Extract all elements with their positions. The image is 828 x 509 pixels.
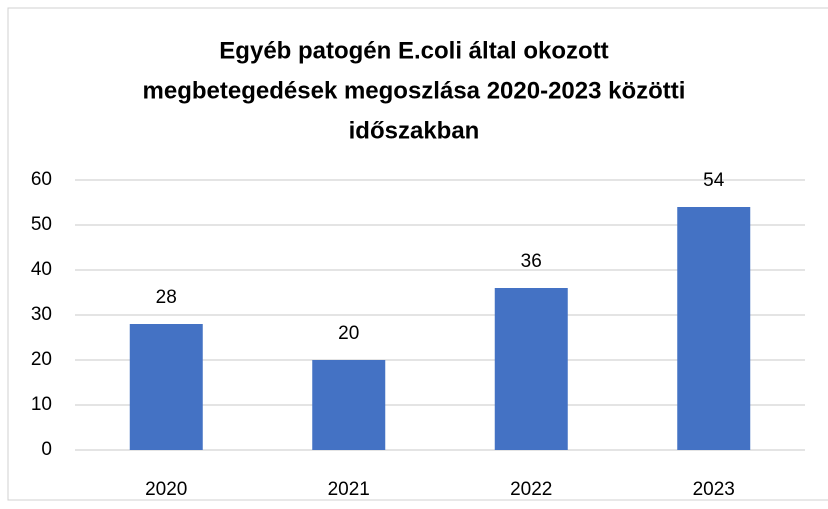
- chart-title: megbetegedések megoszlása 2020-2023 közö…: [143, 77, 686, 104]
- chart-border: [7, 7, 828, 501]
- y-tick-label: 60: [31, 169, 52, 190]
- y-tick-label: 10: [31, 394, 52, 415]
- x-tick-label: 2022: [510, 479, 552, 500]
- y-tick-label: 50: [31, 214, 52, 235]
- bar: [129, 324, 203, 450]
- data-label: 28: [156, 287, 177, 308]
- chart-title: Egyéb patogén E.coli által okozott: [219, 37, 608, 64]
- bar: [677, 207, 751, 450]
- y-tick-label: 30: [31, 304, 52, 325]
- data-label: 36: [521, 251, 542, 272]
- data-label: 20: [338, 323, 359, 344]
- y-tick-label: 20: [31, 349, 52, 370]
- y-tick-label: 40: [31, 259, 52, 280]
- bar: [494, 288, 568, 450]
- x-tick-label: 2023: [693, 479, 735, 500]
- chart-title: időszakban: [349, 117, 480, 144]
- y-tick-label: 0: [41, 439, 52, 460]
- x-tick-label: 2021: [328, 479, 370, 500]
- data-label: 54: [703, 170, 725, 191]
- x-tick-label: 2020: [145, 479, 187, 500]
- bar: [312, 360, 386, 450]
